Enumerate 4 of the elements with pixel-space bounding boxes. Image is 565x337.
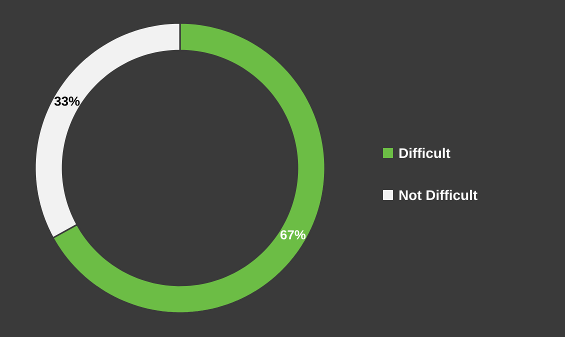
legend-label: Difficult [399,148,450,158]
legend-label: Not Difficult [399,190,478,200]
data-label: 67% [280,230,306,240]
data-label: 33% [54,96,80,106]
